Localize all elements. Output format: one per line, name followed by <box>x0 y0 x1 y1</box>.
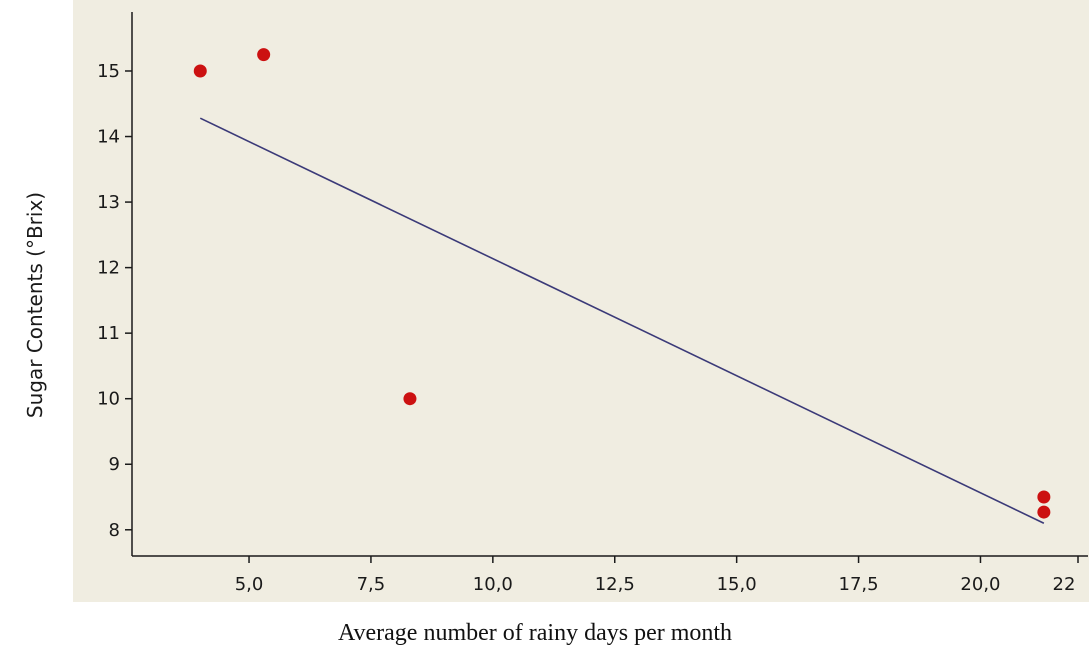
data-point <box>403 392 417 406</box>
y-tick-label: 11 <box>97 323 120 344</box>
y-tick-label: 14 <box>97 127 120 148</box>
x-tick-label: 5,0 <box>235 574 264 595</box>
data-point <box>1037 505 1051 519</box>
y-axis-label: Sugar Contents (°Brix) <box>23 192 47 418</box>
y-tick-label: 10 <box>97 389 120 410</box>
x-tick-label: 7,5 <box>357 574 386 595</box>
x-tick-label: 20,0 <box>960 574 1000 595</box>
y-tick-label: 15 <box>97 61 120 82</box>
y-tick-label: 13 <box>97 192 120 213</box>
x-tick-label: 17,5 <box>839 574 879 595</box>
y-tick-label: 12 <box>97 258 120 279</box>
data-point <box>257 48 271 62</box>
y-tick-label: 8 <box>109 520 120 541</box>
trend-line <box>199 117 1045 524</box>
data-points <box>193 48 1051 519</box>
y-tick-label: 9 <box>109 454 120 475</box>
data-point <box>1037 490 1051 504</box>
x-axis-label: Average number of rainy days per month <box>338 620 732 646</box>
x-tick-label: 15,0 <box>717 574 757 595</box>
y-axis-ticks: 8 9 10 11 12 13 14 15 <box>97 61 132 541</box>
x-axis-ticks: 5,0 7,5 10,0 12,5 15,0 17,5 20,0 22 <box>235 556 1079 595</box>
x-tick-label: 12,5 <box>595 574 635 595</box>
x-tick-label: 10,0 <box>473 574 513 595</box>
data-point <box>193 64 207 78</box>
x-tick-label: 22 <box>1053 574 1076 595</box>
